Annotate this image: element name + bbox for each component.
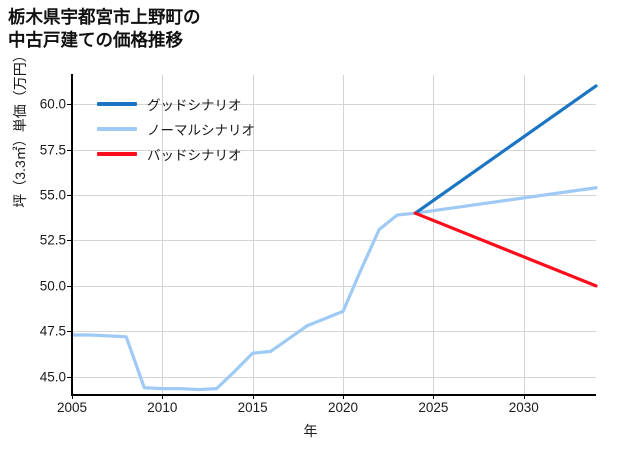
x-tick-mark bbox=[72, 395, 73, 399]
gridline-x-2025 bbox=[433, 75, 435, 395]
legend-item[interactable]: バッドシナリオ bbox=[97, 141, 302, 166]
plot-area bbox=[70, 75, 598, 395]
x-tick-label: 2020 bbox=[327, 400, 359, 415]
gridline-x-2020 bbox=[343, 75, 345, 395]
legend-color-swatch bbox=[97, 101, 137, 106]
legend-color-swatch bbox=[97, 151, 137, 156]
legend-label: ノーマルシナリオ bbox=[147, 122, 255, 138]
y-tick-label: 60.0 bbox=[39, 96, 66, 112]
x-axis-label: 年 bbox=[303, 423, 318, 439]
gridline-y-50.0 bbox=[72, 285, 596, 287]
y-tick-mark bbox=[67, 331, 72, 333]
x-tick-mark bbox=[343, 395, 345, 399]
series-line-バッドシナリオ bbox=[413, 211, 598, 288]
x-tick-label: 2005 bbox=[56, 400, 88, 415]
legend-label: バッドシナリオ bbox=[147, 147, 242, 163]
gridline-x-2030 bbox=[523, 75, 525, 395]
gridline-y-55.0 bbox=[72, 195, 596, 196]
y-tick-mark bbox=[67, 285, 72, 287]
gridline-y-47.5 bbox=[72, 331, 596, 333]
x-tick-mark bbox=[433, 395, 435, 399]
y-tick-label: 57.5 bbox=[39, 142, 66, 158]
y-tick-mark bbox=[67, 149, 72, 151]
gridline-y-45.0 bbox=[72, 376, 596, 378]
y-tick-mark bbox=[67, 376, 72, 378]
x-tick-mark bbox=[162, 395, 164, 399]
x-axis-spine bbox=[71, 394, 596, 396]
gridline-x-2015 bbox=[252, 75, 254, 395]
y-tick-label: 47.5 bbox=[39, 323, 66, 339]
chart-legend: グッドシナリオ ノーマルシナリオ バッドシナリオ bbox=[93, 88, 306, 169]
y-tick-mark bbox=[67, 104, 72, 106]
y-tick-label: 50.0 bbox=[39, 278, 66, 294]
gridline-y-52.5 bbox=[72, 240, 596, 242]
y-tick-label: 45.0 bbox=[39, 369, 66, 385]
y-axis-tick-labels: 45.0 47.5 50.0 52.5 55.0 57.5 60.0 bbox=[0, 75, 66, 395]
y-tick-label: 52.5 bbox=[39, 232, 66, 248]
legend-item[interactable]: ノーマルシナリオ bbox=[97, 116, 302, 141]
x-tick-mark bbox=[523, 395, 525, 399]
x-axis-tick-labels: 2005 2010 2015 2020 2025 2030 bbox=[57, 400, 596, 422]
chart-title: 栃木県宇都宮市上野町の 中古戸建ての価格推移 bbox=[8, 7, 201, 51]
series-line-ノーマルシナリオ bbox=[70, 186, 598, 392]
y-tick-label: 55.0 bbox=[39, 187, 66, 203]
gridline-x-2010 bbox=[162, 75, 164, 395]
x-tick-label: 2025 bbox=[418, 400, 449, 415]
x-tick-label: 2010 bbox=[147, 400, 178, 415]
gridline-y-57.5 bbox=[72, 149, 596, 151]
legend-item[interactable]: グッドシナリオ bbox=[97, 91, 302, 116]
legend-label: グッドシナリオ bbox=[147, 97, 242, 113]
legend-color-swatch bbox=[97, 126, 137, 131]
series-lines bbox=[70, 84, 598, 392]
y-axis-label: 坪（3.3㎡）単価（万円） bbox=[12, 48, 28, 208]
series-line-グッドシナリオ bbox=[413, 84, 598, 215]
y-tick-mark bbox=[67, 195, 72, 196]
x-tick-label: 2015 bbox=[237, 400, 268, 415]
gridline-y-60.0 bbox=[72, 104, 596, 106]
plot-background bbox=[72, 75, 596, 395]
x-tick-mark bbox=[252, 395, 254, 399]
x-tick-label: 2030 bbox=[508, 400, 539, 415]
y-tick-mark bbox=[67, 240, 72, 242]
y-axis-spine bbox=[71, 74, 73, 396]
